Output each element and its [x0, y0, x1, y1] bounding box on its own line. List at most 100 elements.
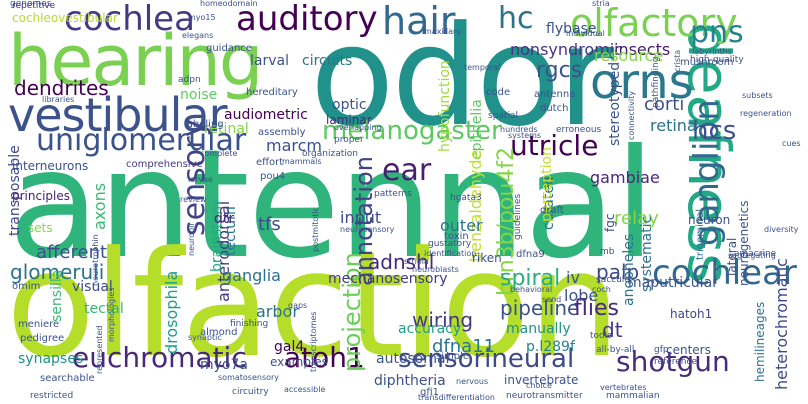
- word-proper: proper: [334, 135, 364, 145]
- word-axons: axons: [90, 182, 109, 230]
- word-gustatory: gustatory: [428, 239, 472, 249]
- word-code: code: [486, 87, 511, 98]
- word-melanogaster: melanogaster: [322, 116, 502, 146]
- word-guidelines: guidelines: [513, 193, 523, 240]
- word-synapses: synapses: [18, 351, 84, 367]
- word-antenna: antenna: [534, 89, 576, 100]
- word-noise: noise: [180, 87, 218, 103]
- word-adnshl: adnshl: [368, 250, 435, 274]
- word-mb: mb: [600, 247, 615, 257]
- word-ear: ear: [382, 153, 432, 188]
- word-synaptic: synaptic: [188, 333, 222, 342]
- word-transdifferentiation: transdifferentiation: [418, 393, 495, 402]
- word-adpn: adpn: [178, 75, 201, 85]
- word-fgc: fgc: [603, 213, 617, 232]
- word-sensorineural: sensorineural: [398, 344, 575, 374]
- word-input: input: [340, 208, 382, 227]
- word-gambiae: gambiae: [590, 168, 660, 187]
- word-iv: iv: [566, 268, 580, 287]
- word-hatoh1: hatoh1: [670, 307, 713, 321]
- word-comprehensive: comprehensive: [126, 159, 203, 170]
- word-neuron: neuron: [688, 213, 731, 227]
- word-all-by-all: all-by-all: [596, 345, 635, 355]
- word-patterns: patterns: [374, 189, 412, 199]
- word-resource: resource: [594, 46, 664, 65]
- word-larvae: larvae: [188, 175, 213, 184]
- word-afferent: afferent: [36, 242, 108, 263]
- word-centers: centers: [666, 343, 711, 357]
- word-morphologies: morphologies: [107, 287, 116, 342]
- word-erroneous: erroneous: [556, 125, 602, 135]
- word-neuroblasts: neuroblasts: [412, 265, 459, 274]
- word-crista: crista: [673, 49, 682, 72]
- word-omim: omim: [12, 281, 41, 292]
- word-spatial: spatial: [488, 111, 518, 121]
- word-review: review: [180, 195, 207, 204]
- word-dutch: dutch: [540, 103, 569, 114]
- word-accessible: accessible: [284, 385, 326, 394]
- word-libraries: libraries: [42, 95, 75, 104]
- word-saccule: saccule: [596, 275, 630, 285]
- word-neuropil: neuropil: [187, 223, 196, 256]
- word-maxillary: maxillary: [424, 27, 462, 36]
- word-neurotransmitter: neurotransmitter: [506, 391, 583, 401]
- word-hgata3: hgata3: [450, 193, 482, 203]
- word-ganglia: ganglia: [222, 266, 281, 285]
- word-nervous: nervous: [456, 377, 489, 386]
- word-cochlea: cochlea: [64, 0, 195, 39]
- word-larval: larval: [250, 53, 289, 69]
- word-outer: outer: [440, 216, 483, 235]
- word-overlapping: overlapping: [334, 123, 382, 132]
- word-sensilla: sensilla: [49, 269, 65, 322]
- word-manually: manually: [506, 321, 571, 337]
- word-examples: examples: [270, 355, 328, 369]
- word-palp: palp: [596, 260, 640, 284]
- word-gfi1: gfi1: [420, 387, 440, 398]
- word-utricle: utricle: [510, 129, 599, 162]
- word-orns: orns: [590, 54, 694, 110]
- word-odor: odor: [310, 0, 614, 157]
- word-hcs: hcs: [692, 116, 737, 146]
- word-dfna11: dfna11: [432, 336, 496, 357]
- word-dt: dt: [602, 318, 623, 342]
- word-choice: choice: [526, 381, 552, 390]
- word-vestibular: vestibular: [8, 88, 228, 142]
- word-atoh1: atoh1: [284, 341, 365, 374]
- word-simple: simple: [436, 351, 470, 362]
- word-neurotrophin: neurotrophin: [91, 234, 100, 286]
- word-mechanosensory: mechanosensory: [328, 271, 448, 287]
- word-arbor: arbor: [256, 302, 299, 321]
- word-diphtheria: diphtheria: [374, 373, 446, 389]
- word-hereditary: hereditary: [246, 87, 298, 98]
- word-hemilineages: hemilineages: [753, 301, 767, 382]
- word-meniere: meniere: [18, 319, 60, 330]
- word-identification: identification: [424, 249, 477, 258]
- word-pedigree: pedigree: [20, 333, 65, 344]
- word-systems: systems: [508, 131, 542, 140]
- word-interneurons: interneurons: [12, 159, 89, 173]
- word-elegans: elegans: [182, 31, 214, 40]
- word-circuitry: circuitry: [232, 387, 269, 397]
- word-almond: almond: [200, 327, 238, 338]
- word-autosomal: autosomal: [376, 351, 450, 367]
- word-individual: individual: [566, 29, 605, 38]
- word-riken: riken: [472, 251, 502, 265]
- word-effort: effort: [256, 157, 284, 168]
- word-repetitive: repetitive: [12, 1, 56, 11]
- word-uniglomerular: uniglomerular: [36, 123, 247, 158]
- word-dtr: dtr: [214, 211, 235, 227]
- word-retina: retina: [650, 116, 697, 135]
- word-regeneration: regeneration: [740, 109, 792, 118]
- word-dendrites: dendrites: [14, 76, 109, 100]
- word-somatosensory: somatosensory: [218, 373, 280, 382]
- word-send: send: [542, 295, 562, 304]
- word-complete: complete: [200, 149, 238, 158]
- word-cues: cues: [782, 139, 801, 148]
- word-pns: pns: [690, 15, 744, 50]
- word-temporal: temporal: [464, 63, 501, 72]
- word-transcriptomes: transcriptomes: [309, 311, 318, 372]
- word-connectivity: connectivity: [627, 91, 636, 140]
- word-retinal: retinal: [204, 121, 249, 137]
- word-antennal: antennal: [8, 118, 656, 292]
